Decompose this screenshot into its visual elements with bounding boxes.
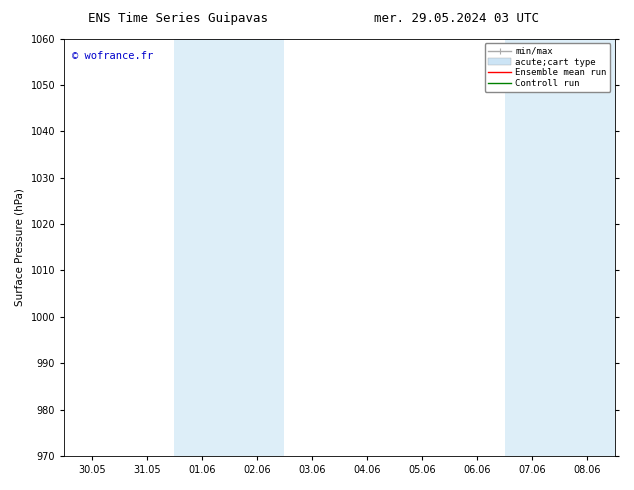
Text: mer. 29.05.2024 03 UTC: mer. 29.05.2024 03 UTC: [374, 12, 539, 25]
Y-axis label: Surface Pressure (hPa): Surface Pressure (hPa): [15, 188, 25, 306]
Text: © wofrance.fr: © wofrance.fr: [72, 51, 153, 61]
Text: ENS Time Series Guipavas: ENS Time Series Guipavas: [87, 12, 268, 25]
Bar: [174, 39, 285, 456]
Bar: [505, 39, 615, 456]
Legend: min/max, acute;cart type, Ensemble mean run, Controll run: min/max, acute;cart type, Ensemble mean …: [484, 43, 611, 92]
